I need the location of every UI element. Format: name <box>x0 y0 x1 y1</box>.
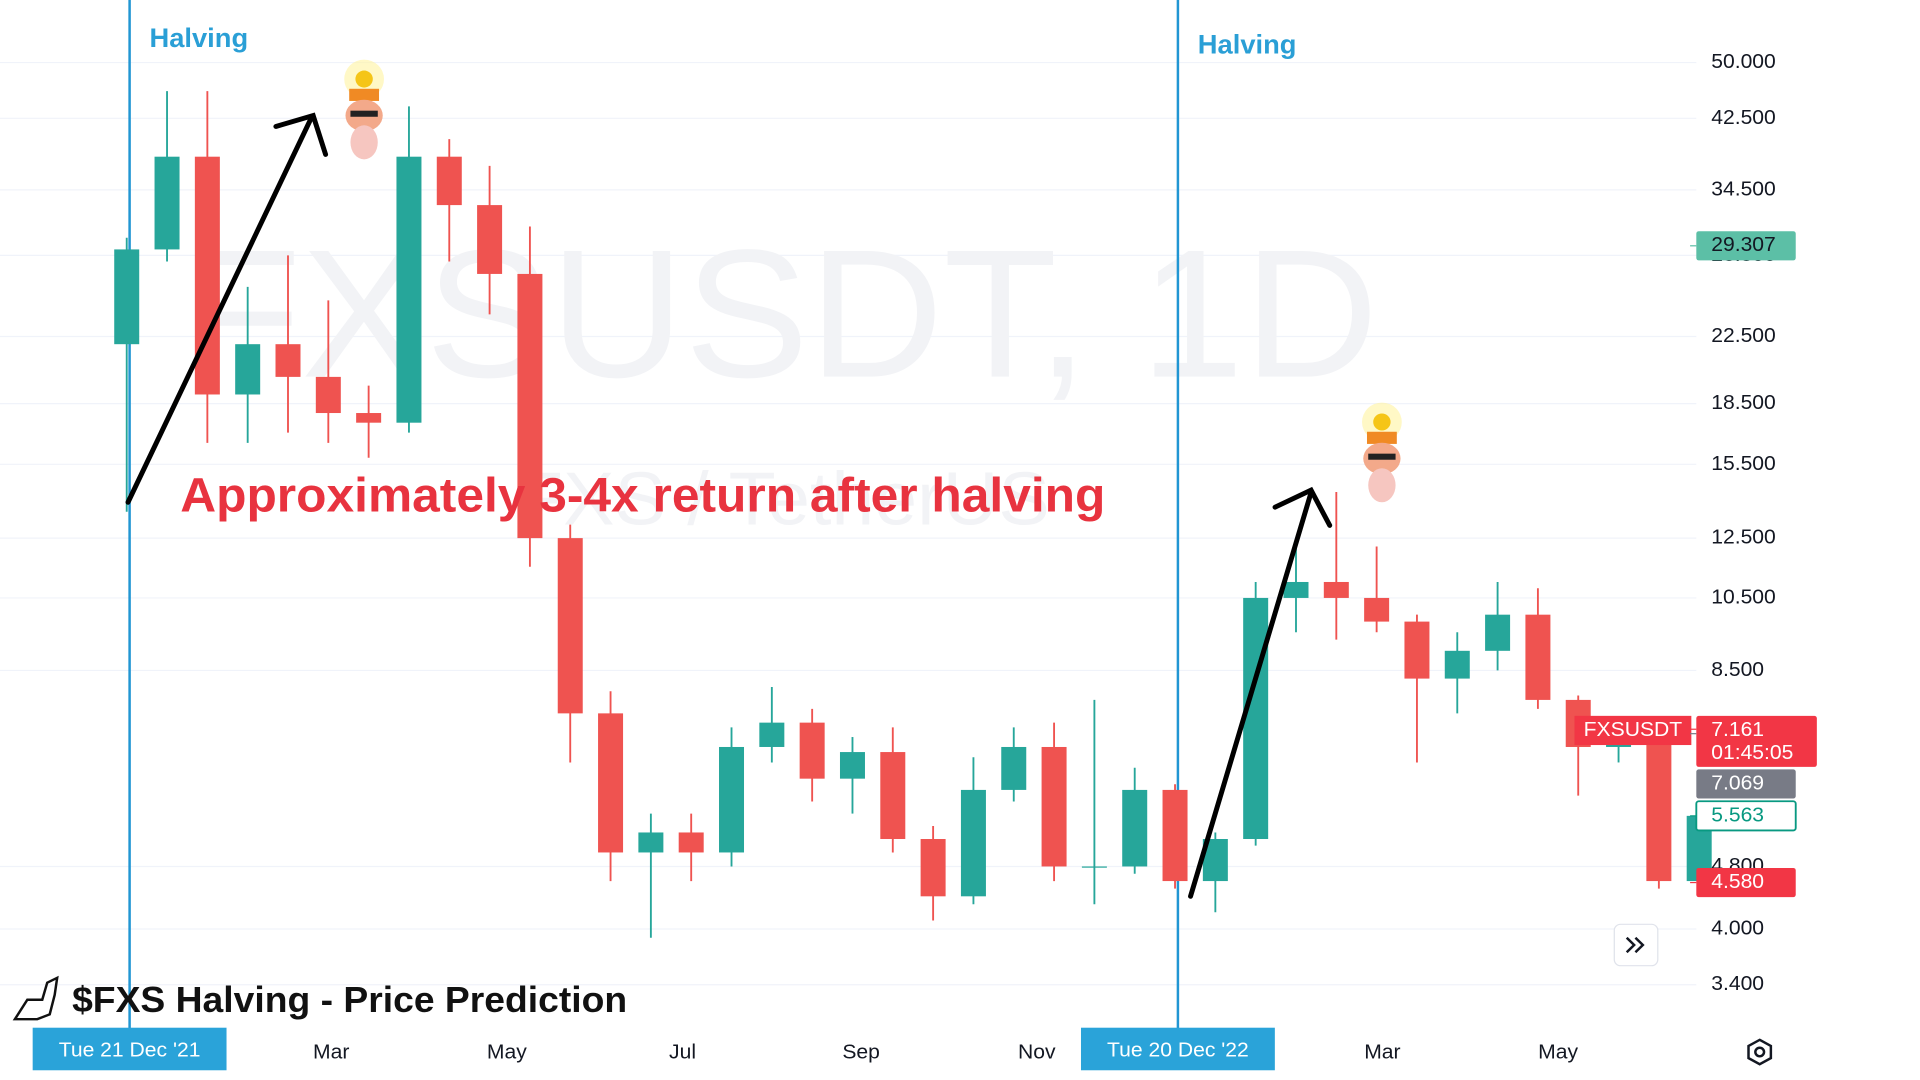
candle-body <box>557 538 583 714</box>
x-tick-label: Nov <box>1018 1041 1056 1064</box>
arrow <box>125 116 314 505</box>
candle-body <box>436 156 462 206</box>
candle-body <box>839 752 865 779</box>
halving-label: Halving <box>1198 30 1297 60</box>
candle-body <box>1041 746 1067 867</box>
candle-body <box>1162 789 1188 882</box>
x-tick-label: Sep <box>842 1041 880 1064</box>
price-marker-label: 4.580 <box>1711 870 1764 893</box>
price-marker-label: 7.161 <box>1711 718 1764 741</box>
symbol-tag: FXSUSDT <box>1584 718 1683 741</box>
x-tick-label: May <box>487 1041 527 1064</box>
y-tick-label: 15.500 <box>1711 452 1776 475</box>
price-marker-box <box>1696 715 1817 767</box>
halving-date-box <box>1080 1027 1275 1071</box>
halving-date-box <box>32 1027 227 1071</box>
candle-body <box>114 249 140 345</box>
candle-body <box>396 156 422 423</box>
candle-body <box>1323 581 1349 598</box>
y-tick-label: 3.400 <box>1711 972 1764 995</box>
arrow-head <box>1272 486 1333 528</box>
candle-body <box>1444 650 1470 679</box>
arrow <box>1188 490 1314 899</box>
y-tick-label: 8.500 <box>1711 658 1764 681</box>
candle-body <box>275 344 301 377</box>
candle-body <box>1485 614 1511 651</box>
candle-body <box>356 413 382 423</box>
chart-title: $FXS Halving - Price Prediction <box>72 979 627 1020</box>
price-marker-label: 29.307 <box>1711 233 1776 256</box>
halving-date-label: Tue 21 Dec '21 <box>59 1038 201 1061</box>
candle-body <box>235 344 261 395</box>
candle-body <box>1525 614 1551 700</box>
x-tick-label: Mar <box>313 1041 349 1064</box>
symbol-tag-box <box>1574 715 1692 746</box>
halving-date-label: Tue 20 Dec '22 <box>1107 1038 1249 1061</box>
price-marker-label: 5.563 <box>1711 804 1764 827</box>
watermark-subtitle: FXS / TetherUS <box>516 457 1050 541</box>
candle-body <box>960 789 986 897</box>
candle-body <box>517 273 543 539</box>
candle-body <box>880 752 906 840</box>
candle-body <box>477 205 503 274</box>
candle-body <box>920 839 946 897</box>
y-tick-label: 34.500 <box>1711 177 1776 200</box>
y-tick-label: 50.000 <box>1711 50 1776 73</box>
price-marker-box <box>1696 769 1796 799</box>
annotation: Approximately 3-4x return after halving <box>180 468 1105 522</box>
mascot-icon <box>1362 402 1402 503</box>
candle-body <box>678 832 704 853</box>
arrows <box>125 112 1333 899</box>
axes: 50.00042.50034.50028.50022.50018.50015.5… <box>32 50 1776 1071</box>
candle-body <box>1081 866 1107 868</box>
candles <box>114 91 1712 938</box>
candle-body <box>638 832 664 853</box>
candle-body <box>1404 621 1430 679</box>
candle-body <box>598 713 624 853</box>
y-tick-label: 10.500 <box>1711 586 1776 609</box>
logo-icon <box>12 975 59 1021</box>
candle-body <box>1243 597 1269 840</box>
y-tick-label: 22.500 <box>1711 324 1776 347</box>
y-tick-label: 42.500 <box>1711 106 1776 129</box>
candle-body <box>1001 746 1027 790</box>
arrow-head <box>273 112 329 157</box>
price-marker-box <box>1696 867 1796 898</box>
mascot-icon <box>344 59 384 160</box>
candle-body <box>154 156 180 250</box>
price-marker-box <box>1696 231 1796 261</box>
x-tick-label: May <box>1538 1041 1578 1064</box>
candle-body <box>1364 597 1390 622</box>
candle-body <box>799 722 825 779</box>
candle-body <box>759 722 785 747</box>
price-marker-label: 7.069 <box>1711 772 1764 795</box>
x-tick-label: Mar <box>1364 1041 1400 1064</box>
candle-body <box>1646 737 1672 882</box>
price-marker-box <box>1695 800 1797 832</box>
candle-body <box>1283 581 1309 598</box>
halving-lines: Halving Halving <box>128 0 1297 1032</box>
settings-button[interactable] <box>1747 1038 1773 1066</box>
halving-label: Halving <box>149 23 248 53</box>
x-tick-label: Jul <box>669 1041 696 1064</box>
y-tick-label: 18.500 <box>1711 391 1776 414</box>
y-tick-label: 4.000 <box>1711 917 1764 940</box>
candle-body <box>315 376 341 414</box>
y-tick-label: 12.500 <box>1711 526 1776 549</box>
scroll-to-realtime-button[interactable] <box>1613 923 1659 967</box>
watermark: FXSUSDT, 1D <box>187 212 1378 416</box>
candle-body <box>1122 789 1148 867</box>
candle-body <box>719 746 745 853</box>
countdown: 01:45:05 <box>1711 741 1793 764</box>
